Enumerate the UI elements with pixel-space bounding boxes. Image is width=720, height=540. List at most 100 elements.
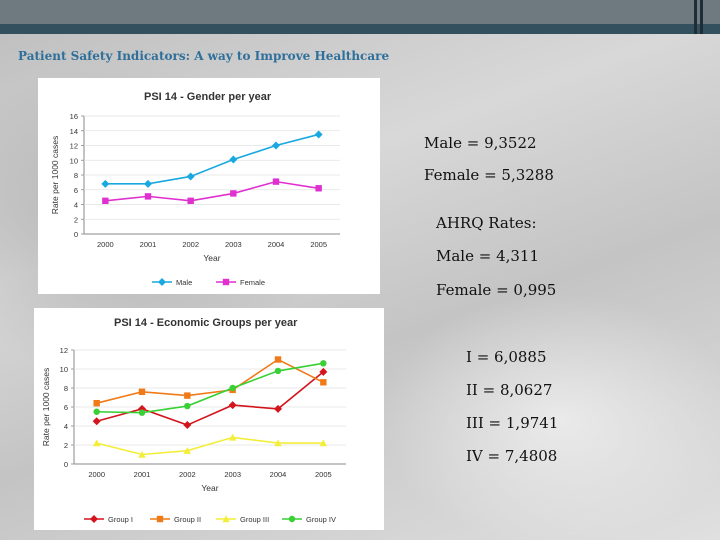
data-point-female <box>272 178 280 185</box>
chart-title: PSI 14 - Economic Groups per year <box>114 317 298 329</box>
x-tick-label: 2003 <box>225 240 242 249</box>
data-point-group-i <box>228 401 237 410</box>
series-group-iii <box>92 433 328 458</box>
legend-label: Male <box>176 278 192 287</box>
ahrq-female-text: Female = 0,995 <box>436 281 557 299</box>
legend-marker <box>90 515 98 523</box>
series-line-female <box>105 180 319 202</box>
data-point-group-iv <box>274 367 282 375</box>
data-point-male <box>186 172 195 181</box>
data-point-group-ii <box>93 400 100 407</box>
data-point-group-i <box>92 417 101 426</box>
legend-marker <box>288 515 296 523</box>
economic-line-chart: PSI 14 - Economic Groups per year 0 2 4 6 8 10… <box>41 317 346 524</box>
data-point-female <box>230 190 237 197</box>
series-line-group-i <box>96 371 324 426</box>
data-point-female <box>187 197 194 205</box>
data-point-group-iv <box>138 409 146 416</box>
data-point-male <box>314 130 323 139</box>
x-tick-label: 2001 <box>134 470 151 479</box>
data-point-group-i <box>274 404 282 413</box>
data-point-male <box>229 155 238 164</box>
data-point-female <box>315 185 322 192</box>
x-tick-label: 2000 <box>88 470 105 479</box>
data-point-group-iv <box>93 408 100 415</box>
top-bar <box>0 0 720 24</box>
data-point-group-iii <box>319 439 328 447</box>
top-stripe <box>0 24 720 34</box>
y-tick-label: 6 <box>74 186 78 195</box>
legend-marker <box>222 278 230 286</box>
legend-item-group-i: Group I <box>84 515 133 524</box>
data-point-group-ii <box>138 388 146 395</box>
y-tick-label: 10 <box>60 365 68 374</box>
series-line-male <box>105 133 319 185</box>
data-point-group-iii <box>274 439 282 447</box>
y-tick-label: 8 <box>74 171 78 180</box>
x-tick-label: 2002 <box>179 470 196 479</box>
x-tick-label: 2005 <box>315 470 332 479</box>
legend-marker <box>158 278 166 286</box>
y-tick-label: 2 <box>74 215 78 224</box>
x-tick-label: 2005 <box>310 240 327 249</box>
data-point-group-i <box>183 421 192 430</box>
legend-item-group-iii: Group III <box>216 515 269 524</box>
series-female <box>102 178 322 205</box>
series-line-group-ii <box>96 358 324 404</box>
legend-marker <box>222 515 230 523</box>
legend-label: Female <box>240 278 265 287</box>
data-point-group-ii <box>320 379 327 386</box>
data-point-group-ii <box>184 392 191 399</box>
x-tick-label: 2004 <box>268 240 285 249</box>
slide-title: Patient Safety Indicators: A way to Impr… <box>18 49 390 63</box>
ahrq-male-text: Male = 4,311 <box>436 247 540 265</box>
y-tick-label: 14 <box>70 127 78 136</box>
data-point-group-iv <box>184 402 191 410</box>
y-axis-label: Rate per 1000 cases <box>50 136 60 214</box>
data-point-male <box>101 179 110 188</box>
data-point-group-iii <box>92 439 101 447</box>
series-group-ii <box>93 356 327 407</box>
data-point-male <box>272 141 280 150</box>
group-i-text: I = 6,0885 <box>466 348 547 366</box>
legend-item-group-iv: Group IV <box>282 515 336 524</box>
data-point-group-i <box>319 367 328 376</box>
y-tick-label: 16 <box>70 112 78 121</box>
legend: Group I Group II Group III Group IV <box>84 515 336 524</box>
legend: Male Female <box>152 278 265 287</box>
legend-label: Group I <box>108 515 133 524</box>
data-point-group-iv <box>229 384 236 392</box>
x-tick-label: 2004 <box>270 470 287 479</box>
corner-line-1 <box>694 0 697 34</box>
x-tick-label: 2003 <box>224 470 241 479</box>
series-line-group-iii <box>96 436 324 456</box>
data-point-female <box>144 193 152 200</box>
y-tick-label: 8 <box>64 384 68 393</box>
y-tick-label: 6 <box>64 403 68 412</box>
chart-title: PSI 14 - Gender per year <box>144 91 272 103</box>
y-tick-label: 4 <box>64 422 68 431</box>
y-tick-label: 12 <box>60 346 68 355</box>
gender-line-chart: PSI 14 - Gender per year 0 2 4 6 8 10 12 14 16 200… <box>50 91 340 287</box>
corner-line-2 <box>700 0 703 34</box>
data-point-group-ii <box>274 356 282 363</box>
data-point-group-iii <box>138 450 146 458</box>
series-group-iv <box>93 360 327 416</box>
x-axis-label: Year <box>201 483 218 493</box>
ahrq-rates-heading: AHRQ Rates: <box>436 214 537 232</box>
y-axis-label: Rate per 1000 cases <box>41 368 51 446</box>
gender-chart-panel: PSI 14 - Gender per year 0 2 4 6 8 10 12 14 16 200… <box>38 78 380 294</box>
series-group-i <box>92 367 328 430</box>
legend-item-group-ii: Group II <box>150 515 201 524</box>
y-tick-label: 0 <box>64 460 68 469</box>
data-point-group-iv <box>320 360 327 367</box>
legend-label: Group IV <box>306 515 336 524</box>
data-point-group-iii <box>183 447 192 454</box>
x-tick-label: 2002 <box>182 240 199 249</box>
y-tick-label: 10 <box>70 156 78 165</box>
group-ii-text: II = 8,0627 <box>466 381 553 399</box>
x-tick-label: 2001 <box>140 240 157 249</box>
y-tick-label: 2 <box>64 441 68 450</box>
data-point-group-iii <box>228 433 237 441</box>
economic-chart-panel: PSI 14 - Economic Groups per year 0 2 4 6 8 10… <box>34 308 384 530</box>
